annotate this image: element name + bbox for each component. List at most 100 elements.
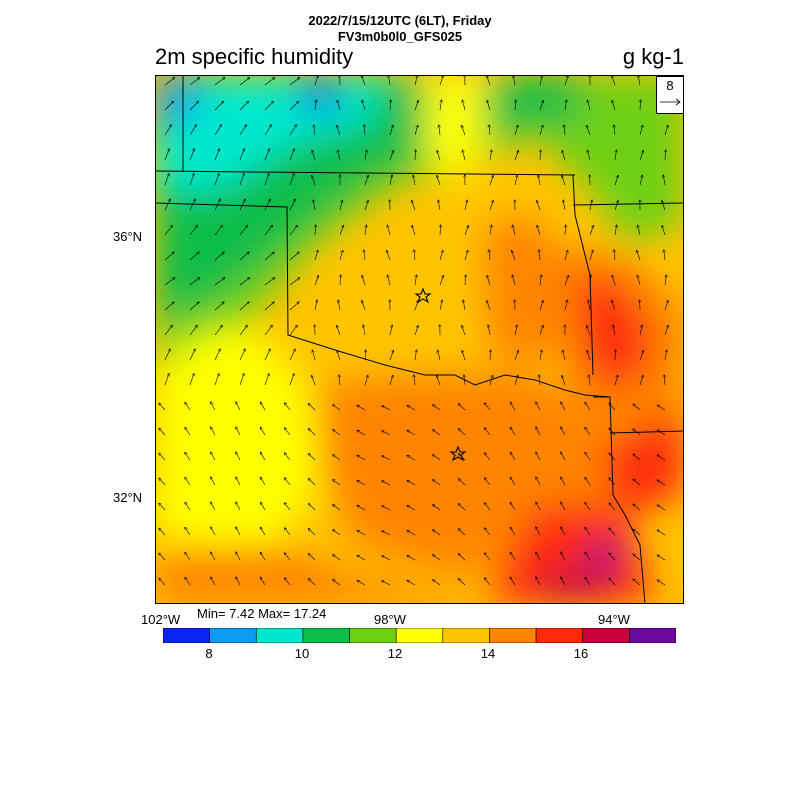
wind-vector [561,452,566,461]
wind-vector [465,275,466,286]
wind-vector [382,556,391,561]
wind-vector [615,350,616,361]
wind-vector [512,251,516,261]
wind-vector [639,151,643,161]
wind-vector [264,174,269,186]
wind-vector [415,150,416,161]
colorbar-swatch [163,628,210,643]
wind-vector [159,503,166,511]
wind-vector [239,199,245,211]
wind-vector [414,125,418,136]
wind-vector [214,252,224,261]
wind-vector [412,226,416,236]
wind-vector [214,226,222,236]
wind-vector [664,326,668,336]
wind-vector [407,581,416,586]
colorbar-swatch [302,628,350,643]
wind-vector [159,453,166,461]
wind-vector [159,428,166,436]
model-title: FV3m0b0l0_GFS025 [337,29,463,44]
wind-vector [487,76,491,86]
wind-vector [510,452,516,461]
wind-vector [537,226,541,236]
state-borders [155,75,684,604]
wind-vector [437,376,441,386]
wind-vector [264,349,270,361]
wind-vector [407,456,416,461]
wind-vector [357,481,366,486]
wind-vector [211,452,216,461]
wind-vector [159,528,166,536]
wind-vector [539,326,543,336]
wind-vector [589,226,593,236]
wind-vector [338,300,341,311]
wind-vector [633,579,641,586]
wind-vector [612,301,616,311]
wind-vector [333,430,341,436]
wind-vector [189,101,198,111]
wind-vector [338,150,341,161]
wind-vector [333,555,341,561]
wind-vector [164,349,170,361]
wind-vector [264,199,270,211]
wind-vector [364,150,367,161]
wind-vector [539,375,540,386]
wind-vector [440,225,441,236]
wind-vector [236,427,241,436]
wind-vector [289,302,299,311]
wind-vector [490,150,492,161]
wind-vector [382,506,391,511]
wind-vector [657,455,666,461]
wind-vector [433,505,441,511]
wind-vector [485,403,491,411]
wind-vector [382,581,391,586]
wind-vector [189,349,195,361]
wind-vector [185,428,191,436]
wind-vector [239,325,247,336]
wind-vector [665,275,666,286]
wind-vector [489,125,490,136]
wind-vector [339,250,343,261]
wind-vector [285,553,291,561]
wind-vector [285,453,291,461]
wind-vector [585,528,591,536]
wind-vector [609,503,616,511]
wind-vector [561,502,566,511]
wind-vector [260,402,266,411]
wind-vector [260,527,266,536]
wind-vector [339,375,340,386]
lat-label-32n: 32°N [113,490,143,505]
wind-vector [239,349,245,361]
wind-vector [362,276,366,286]
wind-vector [236,402,241,411]
wind-vector [239,374,244,386]
wind-vector [214,78,225,86]
wind-vector [264,78,275,86]
map-markers [414,287,467,462]
wind-vector [614,250,615,261]
wind-vector [459,554,466,561]
wind-vector [333,480,341,486]
wind-vector [562,176,566,186]
wind-vector [312,350,316,361]
wind-vector [387,251,391,261]
wind-vector [614,125,615,136]
wind-vector [433,530,441,536]
wind-vector [289,199,295,211]
wind-vector [462,126,466,136]
wind-vector [289,278,300,286]
wind-vector [614,225,617,236]
wind-vector [239,101,248,111]
wind-vector [382,531,391,536]
wind-vector [236,552,241,561]
wind-vector [588,100,591,111]
wind-vector [357,431,366,436]
wind-vector [433,430,441,436]
wind-vector [536,502,541,511]
colorbar-swatch [489,628,537,643]
wind-vector [514,151,518,161]
wind-vector [211,577,216,586]
wind-vector [664,250,665,261]
wind-vector [510,402,516,411]
wind-vector [462,100,466,111]
